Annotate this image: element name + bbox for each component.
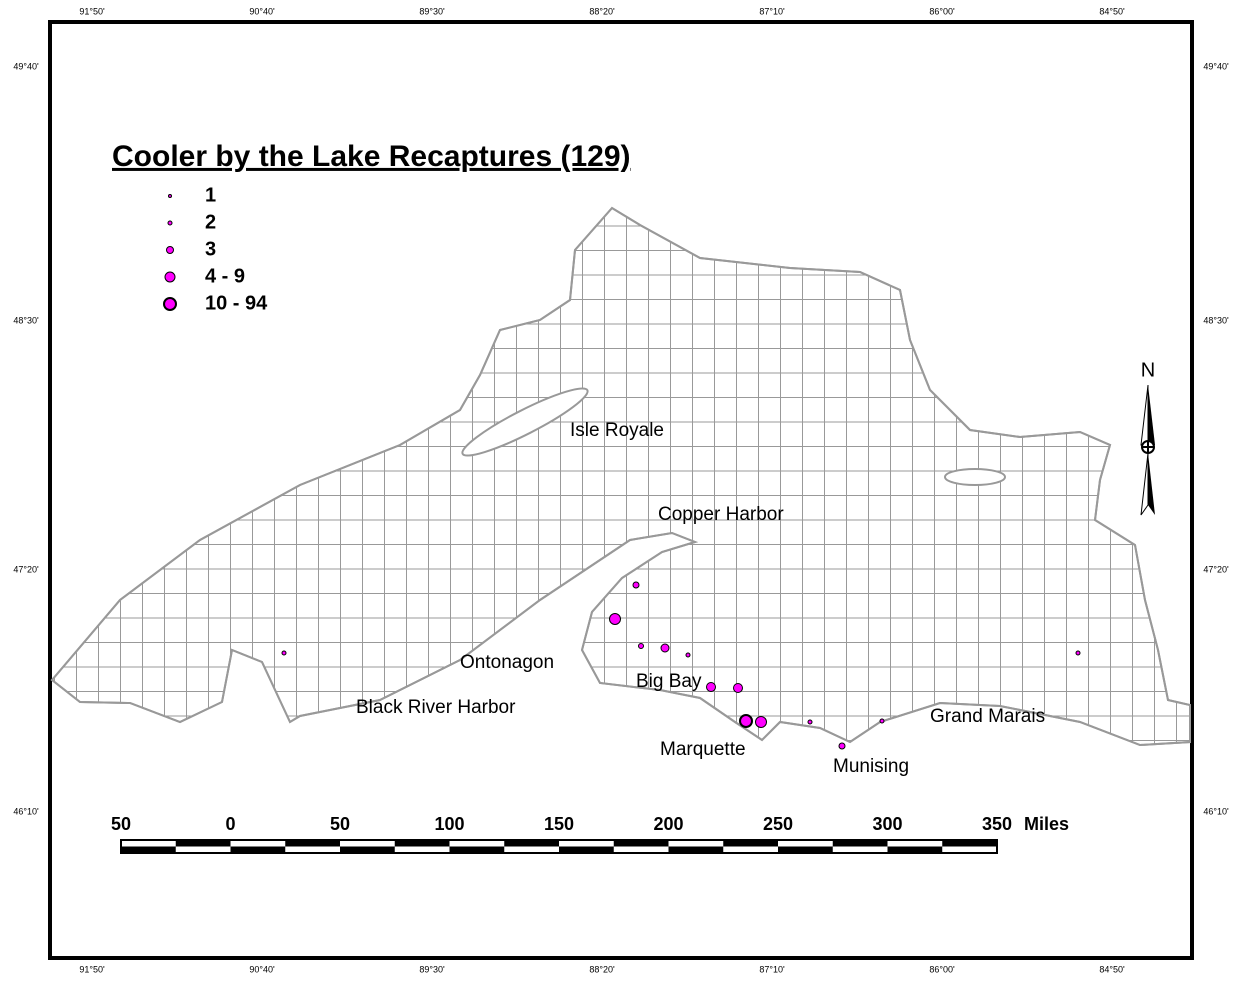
point [609, 613, 621, 625]
scale-label: 0 [225, 814, 235, 834]
arrow-tail [1148, 453, 1155, 515]
scale-label: 100 [434, 814, 464, 834]
scale-segment [613, 840, 669, 847]
place-label: Big Bay [636, 671, 702, 692]
point [739, 714, 753, 728]
legend-symbol [163, 297, 177, 311]
scale-bar: 50 0 50 100 150 200 250 300 350 Miles [111, 814, 1069, 854]
scale-segment [559, 846, 614, 853]
legend-symbol [166, 246, 174, 254]
longitude-label: 91°50' [79, 6, 105, 16]
scale-label: 350 [982, 814, 1012, 834]
isle-royale-shape [461, 387, 589, 457]
scale-segment [778, 846, 833, 853]
scale-label: 200 [653, 814, 683, 834]
point [706, 682, 716, 692]
scale-label: 150 [544, 814, 574, 834]
point [660, 643, 670, 653]
longitude-label: 84°50' [1099, 964, 1125, 974]
legend-label: 2 [205, 211, 216, 233]
longitude-label: 86°00' [929, 6, 955, 16]
map-title: Cooler by the Lake Recaptures (129) [112, 140, 631, 173]
scale-label: 300 [872, 814, 902, 834]
scale-segment [121, 846, 176, 853]
latitude-label: 46°10' [13, 806, 39, 816]
scale-segment [723, 840, 778, 847]
longitude-label: 89°30' [419, 964, 445, 974]
place-label: Copper Harbor [658, 504, 784, 525]
latitude-label: 49°40' [13, 61, 39, 71]
point [755, 716, 767, 728]
scale-segment [230, 846, 286, 853]
place-label: Munising [833, 756, 909, 777]
point [281, 650, 287, 656]
place-label: Black River Harbor [356, 697, 516, 718]
legend-label: 3 [205, 238, 216, 260]
scale-segment [394, 840, 450, 847]
shoreline [50, 206, 1191, 747]
place-label: Grand Marais [930, 706, 1045, 727]
point [879, 718, 885, 724]
scale-segment [504, 840, 559, 847]
island-shape [944, 468, 1006, 486]
point [807, 719, 813, 725]
scale-segment [449, 846, 505, 853]
legend-label: 1 [205, 184, 216, 206]
arrow-tail [1140, 452, 1149, 516]
scale-unit: Miles [1024, 814, 1069, 834]
scale-segment [942, 840, 997, 847]
latitude-label: 47°20' [13, 564, 39, 574]
place-label: Isle Royale [570, 420, 664, 441]
longitude-label: 90°40' [249, 964, 275, 974]
longitude-label: 88°20' [589, 964, 615, 974]
longitude-label: 84°50' [1099, 6, 1125, 16]
scale-segment [285, 840, 340, 847]
scale-segment [668, 846, 724, 853]
scale-segment [832, 840, 888, 847]
legend-symbol [167, 220, 173, 226]
point [838, 742, 846, 750]
scale-label: 50 [111, 814, 131, 834]
legend-label: 10 - 94 [205, 292, 268, 314]
longitude-label: 91°50' [79, 964, 105, 974]
longitude-label: 89°30' [419, 6, 445, 16]
point [632, 581, 640, 589]
longitude-label: 90°40' [249, 6, 275, 16]
frame [48, 20, 1194, 960]
legend-symbol [164, 271, 176, 283]
scale-segment [175, 840, 231, 847]
arrow-head [1148, 385, 1155, 445]
scale-label: 50 [330, 814, 350, 834]
longitude-label: 88°20' [589, 6, 615, 16]
longitude-label: 86°00' [929, 964, 955, 974]
legend-symbol [168, 194, 172, 198]
arrow-cross [1142, 441, 1154, 453]
north-label: N [1141, 359, 1155, 381]
latitude-label: 49°40' [1203, 61, 1229, 71]
latitude-label: 48°30' [1203, 315, 1229, 325]
legend-label: 4 - 9 [205, 265, 245, 287]
latitude-label: 48°30' [13, 315, 39, 325]
scale-segment [887, 846, 943, 853]
point [733, 683, 743, 693]
graticule-labels: 91°50' 91°50' 90°40' 90°40' 89°30' 89°30' 88°2… [13, 6, 1229, 974]
latitude-label: 46°10' [1203, 806, 1229, 816]
longitude-label: 87°10' [759, 964, 785, 974]
latitude-label: 47°20' [1203, 564, 1229, 574]
north-arrow: N [1140, 359, 1155, 516]
point [1075, 650, 1081, 656]
place-labels: Isle Royale Copper Harbor Ontonagon Big Bay… [356, 420, 1045, 777]
place-label: Ontonagon [460, 652, 554, 673]
scale-label: 250 [763, 814, 793, 834]
recapture-points [281, 581, 1081, 750]
point [638, 643, 644, 649]
place-label: Marquette [660, 739, 746, 760]
point [685, 652, 691, 658]
longitude-label: 87°10' [759, 6, 785, 16]
legend: 1 2 3 4 - 9 10 - 94 [163, 184, 268, 314]
scale-segment [340, 846, 395, 853]
